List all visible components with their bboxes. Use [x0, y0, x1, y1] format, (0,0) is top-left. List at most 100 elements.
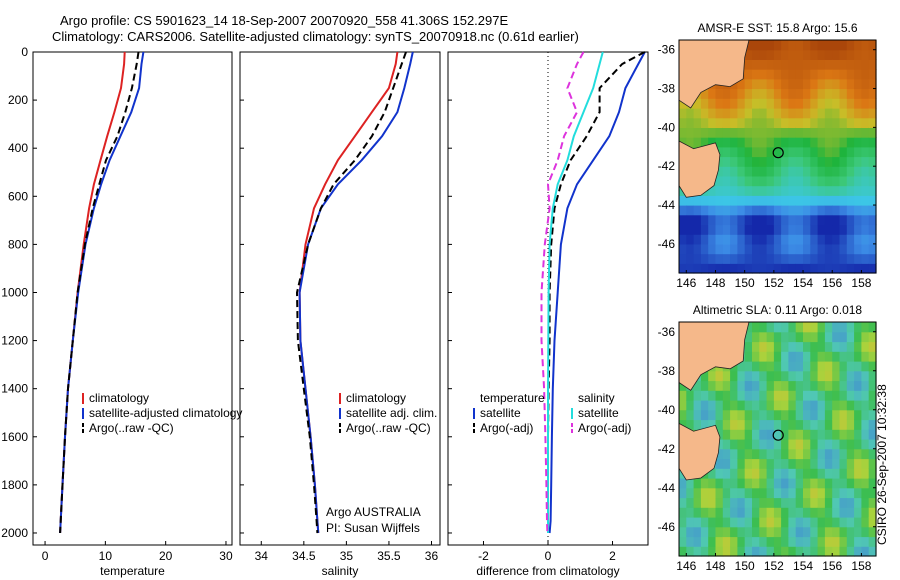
- map-cell: [781, 380, 789, 391]
- map-cell: [868, 224, 877, 235]
- map-cell: [730, 507, 738, 518]
- map-cell: [803, 224, 811, 235]
- map-cell: [773, 341, 782, 352]
- map-cell: [752, 59, 760, 70]
- map-cell: [737, 146, 746, 158]
- map-cell: [788, 487, 797, 499]
- map-cell: [810, 117, 819, 128]
- map-cell: [752, 400, 760, 411]
- map-cell: [679, 507, 687, 518]
- map-cell: [773, 78, 782, 90]
- map-cell: [679, 243, 687, 255]
- map-cell: [693, 507, 702, 518]
- map-cell: [737, 108, 746, 119]
- map-cell: [752, 166, 760, 177]
- map-cell: [803, 49, 811, 60]
- map-cell: [722, 98, 731, 109]
- map-cell: [759, 146, 768, 158]
- map-cell: [744, 507, 753, 518]
- map-cell: [788, 185, 797, 196]
- map-cell: [788, 419, 797, 430]
- map-cell: [846, 234, 855, 245]
- map-cell: [781, 127, 789, 138]
- map-cell: [759, 400, 768, 411]
- map-cell: [766, 458, 775, 469]
- map-cell: [846, 78, 855, 90]
- map-cell: [788, 322, 797, 333]
- map-cell: [759, 536, 768, 547]
- map-cell: [759, 478, 768, 489]
- map-cell: [744, 478, 753, 489]
- map-cell: [781, 400, 789, 411]
- map-cell: [744, 59, 753, 70]
- map-cell: [759, 458, 768, 469]
- map-cell: [795, 409, 804, 421]
- map-cell: [744, 351, 753, 362]
- map-cell: [788, 497, 797, 508]
- map-cell: [810, 146, 819, 158]
- legend-label: satellite adj. clim.: [346, 406, 437, 420]
- map-cell: [854, 40, 862, 51]
- map-cell: [737, 156, 746, 167]
- map-cell: [861, 98, 870, 109]
- legend-label: satellite: [480, 406, 521, 420]
- map-cell: [730, 370, 738, 382]
- map-cell: [766, 117, 775, 128]
- map-cell: [752, 243, 760, 255]
- map-cell: [752, 146, 760, 158]
- map-cell: [759, 117, 768, 128]
- map-cell: [795, 400, 804, 411]
- x-tick-label: 148: [705, 559, 725, 573]
- map-cell: [803, 156, 811, 167]
- map-cell: [795, 351, 804, 362]
- map-cell: [861, 468, 870, 479]
- map-cell: [737, 263, 746, 274]
- map-cell: [832, 546, 841, 557]
- map-cell: [781, 117, 789, 128]
- map-cell: [832, 390, 841, 401]
- map-cell: [832, 253, 841, 264]
- map-cell: [824, 517, 833, 528]
- map-cell: [679, 380, 687, 391]
- map-cell: [868, 341, 877, 352]
- map-cell: [861, 146, 870, 158]
- map-cell: [810, 234, 819, 245]
- map-cell: [693, 205, 702, 216]
- y-tick-label: -38: [658, 82, 676, 96]
- map-cell: [752, 409, 760, 421]
- map-cell: [737, 78, 746, 90]
- map-cell: [788, 49, 797, 60]
- map-cell: [817, 370, 826, 382]
- map-cell: [737, 117, 746, 128]
- map-cell: [693, 487, 702, 499]
- map-cell: [810, 497, 819, 508]
- mainland-landmass: [678, 39, 750, 109]
- map-cell: [730, 546, 738, 557]
- map-cell: [795, 146, 804, 158]
- map-cell: [832, 88, 841, 99]
- map-cell: [839, 526, 848, 538]
- map-cell: [839, 88, 848, 99]
- map-cell: [679, 546, 687, 557]
- map-cell: [686, 419, 695, 430]
- map-cell: [824, 49, 833, 60]
- map-cell: [803, 253, 811, 264]
- map-cell: [730, 137, 738, 148]
- map-cell: [766, 108, 775, 119]
- map-cell: [766, 243, 775, 255]
- map-cell: [861, 78, 870, 90]
- map-cell: [803, 166, 811, 177]
- y-tick-label: -36: [658, 325, 676, 339]
- map-cell: [817, 137, 826, 148]
- map-cell: [824, 322, 833, 333]
- map-cell: [788, 468, 797, 479]
- map-cell: [781, 322, 789, 333]
- map-cell: [715, 137, 724, 148]
- map-cell: [795, 224, 804, 235]
- map-cell: [752, 351, 760, 362]
- map-cell: [766, 468, 775, 479]
- map-cell: [803, 526, 811, 538]
- map-cell: [868, 487, 877, 499]
- map-cell: [868, 526, 877, 538]
- map-cell: [861, 409, 870, 421]
